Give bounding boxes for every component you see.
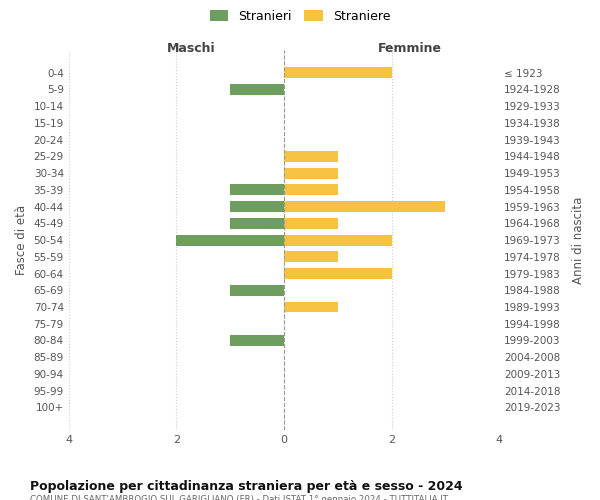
Bar <box>230 184 284 196</box>
Bar <box>230 201 284 212</box>
Bar <box>284 218 338 229</box>
Bar <box>230 335 284 346</box>
Bar <box>284 252 338 262</box>
Bar <box>284 201 445 212</box>
Bar <box>284 151 338 162</box>
Bar <box>230 84 284 95</box>
Bar <box>284 168 338 178</box>
Bar <box>284 302 338 312</box>
Y-axis label: Anni di nascita: Anni di nascita <box>572 196 585 284</box>
Legend: Stranieri, Straniere: Stranieri, Straniere <box>206 6 394 26</box>
Text: Femmine: Femmine <box>378 42 442 55</box>
Text: Maschi: Maschi <box>167 42 215 55</box>
Bar <box>230 285 284 296</box>
Bar <box>284 68 392 78</box>
Bar <box>176 234 284 246</box>
Bar <box>284 234 392 246</box>
Text: Popolazione per cittadinanza straniera per età e sesso - 2024: Popolazione per cittadinanza straniera p… <box>30 480 463 493</box>
Bar <box>230 218 284 229</box>
Bar <box>284 268 392 279</box>
Bar <box>284 184 338 196</box>
Text: COMUNE DI SANT'AMBROGIO SUL GARIGLIANO (FR) - Dati ISTAT 1° gennaio 2024 - TUTTI: COMUNE DI SANT'AMBROGIO SUL GARIGLIANO (… <box>30 495 448 500</box>
Y-axis label: Fasce di età: Fasce di età <box>15 205 28 275</box>
